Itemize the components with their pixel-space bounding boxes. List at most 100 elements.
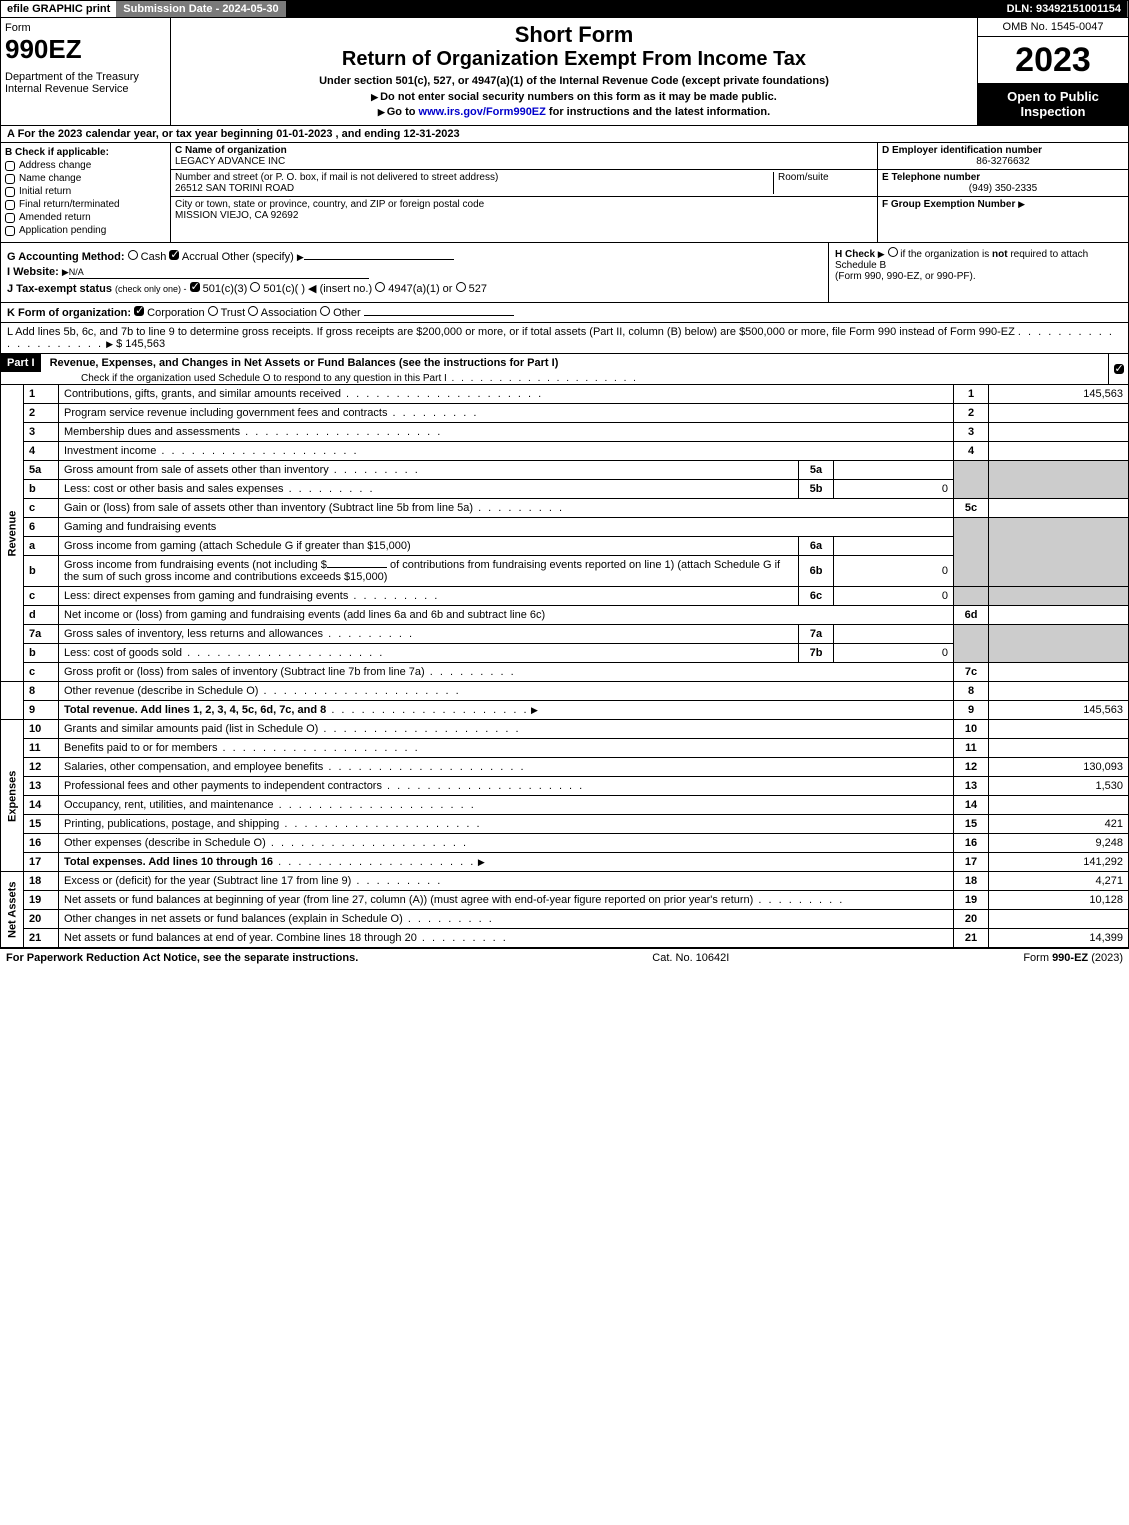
block-gh: G Accounting Method: Cash Accrual Other … <box>0 243 1129 303</box>
line-5a: 5aGross amount from sale of assets other… <box>1 461 1129 480</box>
footer-left: For Paperwork Reduction Act Notice, see … <box>6 952 358 964</box>
under-section: Under section 501(c), 527, or 4947(a)(1)… <box>179 75 969 87</box>
checkbox-icon <box>5 187 15 197</box>
line-12: 12Salaries, other compensation, and empl… <box>1 758 1129 777</box>
j-501c: 501(c)( ) <box>263 283 305 295</box>
efile-label: efile GRAPHIC print <box>1 1 117 17</box>
radio-icon[interactable] <box>375 282 385 292</box>
g-cash: Cash <box>141 251 167 263</box>
k-assoc: Association <box>261 307 317 319</box>
arrow-icon <box>62 266 69 278</box>
footer-right: Form 990-EZ (2023) <box>1023 952 1123 964</box>
section-a: A For the 2023 calendar year, or tax yea… <box>0 126 1129 143</box>
irs-link[interactable]: www.irs.gov/Form990EZ <box>419 106 546 118</box>
header-right: OMB No. 1545-0047 2023 Open to Public In… <box>978 18 1128 125</box>
k-other: Other <box>333 307 361 319</box>
arrow-icon <box>106 338 113 350</box>
city-row: City or town, state or province, country… <box>171 197 877 223</box>
line-20: 20Other changes in net assets or fund ba… <box>1 910 1129 929</box>
opt-label: Initial return <box>19 186 71 197</box>
g-accrual: Accrual <box>182 251 219 263</box>
line-1: Revenue1Contributions, gifts, grants, an… <box>1 385 1129 404</box>
j-4947: 4947(a)(1) or <box>388 283 452 295</box>
line-21: 21Net assets or fund balances at end of … <box>1 929 1129 948</box>
chk-address-change[interactable]: Address change <box>5 160 166 171</box>
line-11: 11Benefits paid to or for members11 <box>1 739 1129 758</box>
checkbox-checked-icon[interactable] <box>169 250 179 260</box>
radio-icon[interactable] <box>250 282 260 292</box>
submission-date: Submission Date - 2024-05-30 <box>117 1 285 17</box>
checkbox-icon <box>5 174 15 184</box>
line-3: 3Membership dues and assessments3 <box>1 423 1129 442</box>
opt-label: Address change <box>19 160 91 171</box>
line-18: Net Assets18Excess or (deficit) for the … <box>1 872 1129 891</box>
chk-name-change[interactable]: Name change <box>5 173 166 184</box>
radio-icon[interactable] <box>248 306 258 316</box>
street-label: Number and street (or P. O. box, if mail… <box>175 172 773 183</box>
chk-app-pending[interactable]: Application pending <box>5 225 166 236</box>
line-9: 9Total revenue. Add lines 1, 2, 3, 4, 5c… <box>1 701 1129 720</box>
radio-icon[interactable] <box>456 282 466 292</box>
section-k: K Form of organization: Corporation Trus… <box>0 303 1129 323</box>
radio-icon[interactable] <box>128 250 138 260</box>
arrow-icon <box>297 251 304 263</box>
section-h: H Check if the organization is not requi… <box>828 243 1128 302</box>
form-word: Form <box>5 22 166 34</box>
header-left: Form 990EZ Department of the Treasury In… <box>1 18 171 125</box>
part1-check[interactable] <box>1108 354 1128 384</box>
header-mid: Short Form Return of Organization Exempt… <box>171 18 978 125</box>
line-19: 19Net assets or fund balances at beginni… <box>1 891 1129 910</box>
part1-subtitle: Check if the organization used Schedule … <box>1 373 638 384</box>
line-7c: cGross profit or (loss) from sales of in… <box>1 663 1129 682</box>
section-j: J Tax-exempt status (check only one) - 5… <box>7 282 822 295</box>
input-line[interactable] <box>327 567 387 568</box>
b-title: B Check if applicable: <box>5 147 166 158</box>
opt-label: Amended return <box>19 212 91 223</box>
expenses-side-label: Expenses <box>1 720 24 872</box>
opt-label: Application pending <box>19 225 106 236</box>
line-6: 6Gaming and fundraising events <box>1 518 1129 537</box>
section-l: L Add lines 5b, 6c, and 7b to line 9 to … <box>0 323 1129 354</box>
radio-icon[interactable] <box>320 306 330 316</box>
chk-final-return[interactable]: Final return/terminated <box>5 199 166 210</box>
footer-mid: Cat. No. 10642I <box>358 952 1023 964</box>
chk-amended[interactable]: Amended return <box>5 212 166 223</box>
checkbox-checked-icon <box>1114 364 1124 374</box>
gh-left: G Accounting Method: Cash Accrual Other … <box>1 243 828 302</box>
tel-label: E Telephone number <box>882 172 1124 183</box>
h-text3: (Form 990, 990-EZ, or 990-PF). <box>835 271 976 282</box>
instr-ssn: Do not enter social security numbers on … <box>179 91 969 103</box>
j-label: J Tax-exempt status <box>7 283 112 295</box>
k-label: K Form of organization: <box>7 307 131 319</box>
instr2-pre: Go to <box>387 106 419 118</box>
k-other-input[interactable] <box>364 315 514 316</box>
k-corp: Corporation <box>147 307 204 319</box>
line-10: Expenses10Grants and similar amounts pai… <box>1 720 1129 739</box>
i-label: I Website: <box>7 266 59 278</box>
instr1-text: Do not enter social security numbers on … <box>380 91 777 103</box>
line-14: 14Occupancy, rent, utilities, and mainte… <box>1 796 1129 815</box>
chk-initial-return[interactable]: Initial return <box>5 186 166 197</box>
checkbox-checked-icon[interactable] <box>134 306 144 316</box>
radio-icon[interactable] <box>888 247 898 257</box>
dln-label: DLN: 93492151001154 <box>1001 1 1128 17</box>
group-row: F Group Exemption Number <box>878 197 1128 212</box>
other-input[interactable] <box>304 259 454 260</box>
line-8: 8Other revenue (describe in Schedule O)8 <box>1 682 1129 701</box>
l-value: $ 145,563 <box>116 338 165 350</box>
arrow-icon <box>1018 199 1025 210</box>
ein-value: 86-3276632 <box>882 156 1124 167</box>
h-not: not <box>992 249 1008 260</box>
g-label: G Accounting Method: <box>7 251 125 263</box>
l-text: L Add lines 5b, 6c, and 7b to line 9 to … <box>7 326 1015 338</box>
street-row: Number and street (or P. O. box, if mail… <box>171 170 877 197</box>
opt-label: Name change <box>19 173 81 184</box>
j-501c3: 501(c)(3) <box>203 283 248 295</box>
radio-icon[interactable] <box>208 306 218 316</box>
j-527: 527 <box>469 283 487 295</box>
checkbox-checked-icon[interactable] <box>190 282 200 292</box>
ein-row: D Employer identification number 86-3276… <box>878 143 1128 170</box>
line-15: 15Printing, publications, postage, and s… <box>1 815 1129 834</box>
part1-title: Revenue, Expenses, and Changes in Net As… <box>44 354 565 372</box>
g-other: Other (specify) <box>222 251 294 263</box>
